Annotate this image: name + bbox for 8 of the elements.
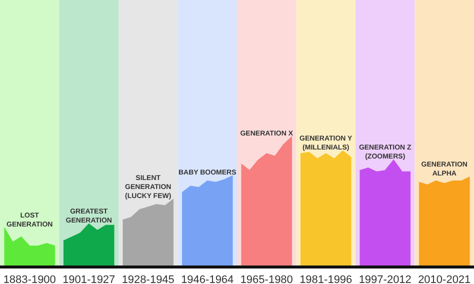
x-tick-label: 1946-1964 — [181, 274, 234, 284]
x-tick-label: 1883-1900 — [3, 274, 56, 284]
x-tick-label: 1997-2012 — [358, 274, 412, 284]
x-tick-label: 1901-1927 — [62, 274, 116, 284]
x-tick-label: 1928-1945 — [122, 274, 174, 284]
x-tick-label: 2010-2021 — [418, 274, 471, 284]
x-tick-label: 1981-1996 — [300, 274, 352, 284]
x-tick-label: 1965-1980 — [240, 274, 293, 284]
